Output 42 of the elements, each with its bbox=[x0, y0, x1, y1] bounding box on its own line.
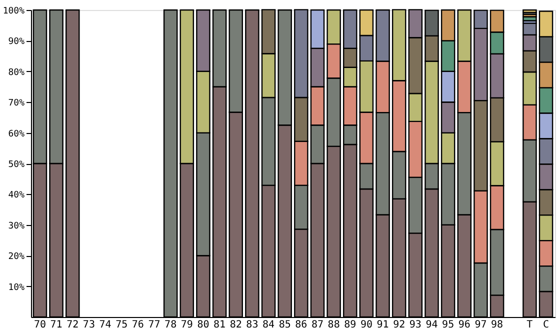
x-tick-label: 80 bbox=[197, 320, 210, 330]
x-tick-label: 70 bbox=[34, 320, 46, 330]
x-tick-label: 75 bbox=[116, 320, 128, 330]
x-tick-label: 92 bbox=[393, 320, 406, 330]
y-tick-label: 70% bbox=[8, 98, 26, 109]
x-tick-label: 87 bbox=[311, 320, 324, 330]
y-tick-label: 80% bbox=[8, 68, 26, 78]
x-tick-label: 77 bbox=[148, 320, 160, 330]
x-tick-label: 94 bbox=[426, 320, 438, 330]
bar bbox=[522, 9, 537, 14]
x-tick-label: 71 bbox=[50, 320, 62, 330]
x-tick-label: 88 bbox=[328, 320, 340, 330]
x-tick-label: 82 bbox=[230, 320, 242, 330]
x-tick-label: 98 bbox=[491, 320, 504, 330]
y-tick-label: 100% bbox=[2, 6, 26, 16]
y-tick-label: 90% bbox=[8, 37, 26, 48]
x-tick-label: 96 bbox=[458, 320, 470, 330]
x-tick-label: 85 bbox=[278, 320, 291, 330]
x-tick-label: 83 bbox=[246, 320, 258, 330]
x-tick-label: 73 bbox=[82, 320, 95, 330]
x-tick-label: 79 bbox=[180, 320, 193, 330]
x-tick-label: 74 bbox=[99, 320, 112, 330]
y-tick-label: 60% bbox=[8, 129, 26, 140]
x-tick-label: 78 bbox=[164, 320, 177, 330]
x-tick-label: 76 bbox=[132, 320, 144, 330]
x-tick-label: C bbox=[543, 320, 550, 330]
y-tick-label: 50% bbox=[8, 160, 26, 170]
x-tick-label: 91 bbox=[376, 320, 389, 330]
x-tick-label: 72 bbox=[66, 320, 79, 330]
y-tick-label: 30% bbox=[8, 221, 26, 232]
x-tick-label: 81 bbox=[214, 320, 226, 330]
x-tick-label: 90 bbox=[360, 320, 372, 330]
x-tick-label: 84 bbox=[262, 320, 275, 330]
x-tick-label: 97 bbox=[474, 320, 487, 330]
x-tick-label: T bbox=[526, 320, 533, 330]
x-tick-label: 95 bbox=[442, 320, 454, 330]
y-tick-label: 20% bbox=[8, 252, 26, 262]
x-tick-label: 89 bbox=[344, 320, 356, 330]
y-tick-label: 40% bbox=[8, 190, 26, 201]
x-tick-label: 86 bbox=[295, 320, 308, 330]
x-tick-label: 93 bbox=[409, 320, 422, 330]
y-tick-label: 10% bbox=[8, 282, 26, 293]
